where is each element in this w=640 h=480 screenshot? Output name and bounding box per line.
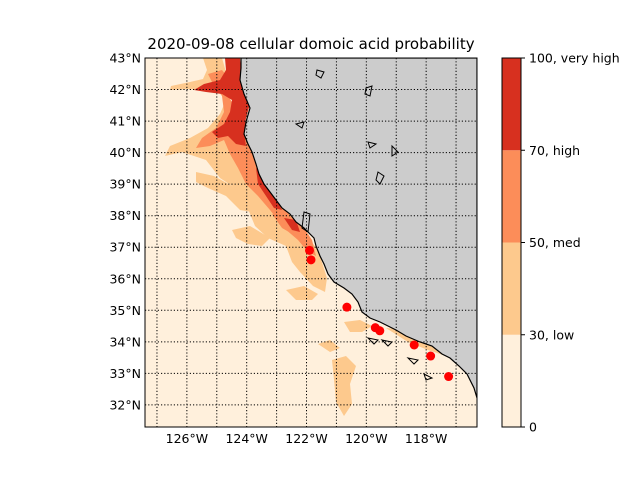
colorbar-band (502, 242, 521, 335)
lake-2 (364, 85, 373, 97)
lake-7 (301, 211, 311, 233)
observation-marker (306, 255, 316, 265)
longitude-labels: 126°W 124°W 122°W 120°W 118°W (166, 431, 448, 446)
lon-label: 124°W (225, 431, 267, 446)
observation-marker (426, 351, 436, 361)
colorbar-ticks: 0 30, low 50, med 70, high 100, very high (521, 51, 620, 435)
map-panel (145, 58, 477, 427)
island-channel-2 (380, 339, 394, 347)
latitude-labels: 43°N 42°N 41°N 40°N 39°N 38°N 37°N 36°N 35°N 34°N… (109, 51, 141, 413)
colorbar-tick-label: 30, low (529, 327, 574, 342)
lat-label: 40°N (109, 145, 141, 160)
lake-3 (294, 121, 305, 129)
colorbar: 0 30, low 50, med 70, high 100, very high (501, 51, 620, 435)
lake-6 (375, 171, 385, 185)
low-prob-region-offshore-2 (232, 226, 270, 246)
low-prob-region-offshore-1 (196, 172, 252, 212)
island-catalina (406, 357, 420, 365)
observation-marker (305, 245, 315, 255)
lat-label: 35°N (109, 303, 141, 318)
colorbar-tick-label: 50, med (529, 235, 581, 250)
colorbar-band (502, 334, 521, 427)
lat-label: 39°N (109, 177, 141, 192)
lon-label: 126°W (166, 431, 208, 446)
map-frame (144, 57, 478, 428)
lat-label: 36°N (109, 271, 141, 286)
lon-label: 118°W (405, 431, 447, 446)
inland-features (294, 69, 434, 381)
observation-marker (342, 302, 352, 312)
lake-4 (367, 141, 378, 149)
low-prob-region-bight (344, 320, 372, 332)
lat-label: 33°N (109, 366, 141, 381)
lake-5 (391, 144, 399, 157)
observation-marker (375, 326, 385, 336)
colorbar-bands (502, 58, 521, 427)
lon-label: 122°W (285, 431, 327, 446)
land (239, 58, 477, 399)
colorbar-band (502, 58, 521, 151)
lat-label: 43°N (109, 51, 141, 66)
lake-1 (315, 69, 325, 79)
low-prob-region-south-1 (332, 356, 356, 416)
colorbar-tick-label: 70, high (529, 143, 580, 158)
lat-label: 38°N (109, 208, 141, 223)
observation-marker (444, 372, 454, 382)
observation-marker (409, 340, 419, 350)
lat-label: 42°N (109, 82, 141, 97)
gridlines (145, 58, 477, 427)
colorbar-tick-label: 0 (529, 420, 537, 435)
lat-label: 34°N (109, 334, 141, 349)
lat-label: 41°N (109, 114, 141, 129)
lat-label: 32°N (109, 397, 141, 412)
high-prob-region-oregon (194, 58, 250, 146)
low-prob-region-south-2 (318, 340, 340, 352)
lat-label: 37°N (109, 240, 141, 255)
map-title: 2020-09-08 cellular domoic acid probabil… (147, 35, 474, 53)
island-south (423, 373, 434, 381)
colorbar-tick-label: 100, very high (529, 51, 620, 66)
lon-label: 120°W (345, 431, 387, 446)
observation-markers (305, 245, 454, 382)
low-prob-region-mendocino (165, 100, 327, 292)
med-prob-region-bay (272, 214, 306, 238)
colorbar-band (502, 150, 521, 243)
low-prob-region-big-sur (286, 286, 318, 300)
